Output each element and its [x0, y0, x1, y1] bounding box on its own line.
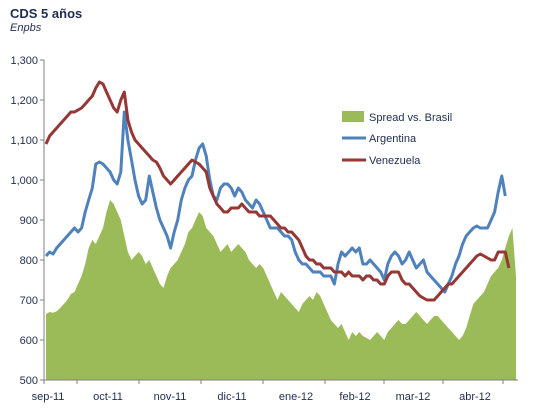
series-venezuela-line — [44, 80, 511, 302]
legend-label: Argentina — [369, 133, 417, 145]
chart-title: CDS 5 años — [10, 6, 83, 21]
x-tick-label: nov-11 — [154, 391, 187, 403]
x-tick-label: feb-12 — [339, 391, 370, 403]
y-tick-label: 1,200 — [10, 95, 38, 107]
x-tick-label: sep-11 — [32, 391, 65, 403]
legend-swatch-spread — [342, 111, 364, 122]
series-argentina-line — [44, 110, 507, 294]
legend-label: Spread vs. Brasil — [369, 112, 452, 124]
y-tick-label: 500 — [20, 375, 38, 387]
y-tick-label: 600 — [20, 335, 38, 347]
y-tick-label: 1,000 — [10, 175, 38, 187]
x-tick-label: ene-12 — [279, 391, 313, 403]
y-tick-label: 1,300 — [10, 55, 38, 67]
chart-legend: Spread vs. Brasil Argentina Venezuela — [342, 111, 452, 167]
x-tick-label: dic-11 — [217, 391, 246, 403]
chart-subtitle: Enpbs — [10, 22, 42, 34]
y-tick-label: 700 — [20, 295, 38, 307]
series-spread-area — [46, 200, 516, 380]
y-tick-label: 800 — [20, 255, 38, 267]
x-tick-label: oct-11 — [93, 391, 123, 403]
x-tick-label: abr-12 — [459, 391, 491, 403]
y-tick-label: 900 — [20, 215, 38, 227]
legend-label: Venezuela — [369, 155, 421, 167]
y-tick-label: 1,100 — [10, 135, 38, 147]
x-tick-label: mar-12 — [396, 391, 431, 403]
